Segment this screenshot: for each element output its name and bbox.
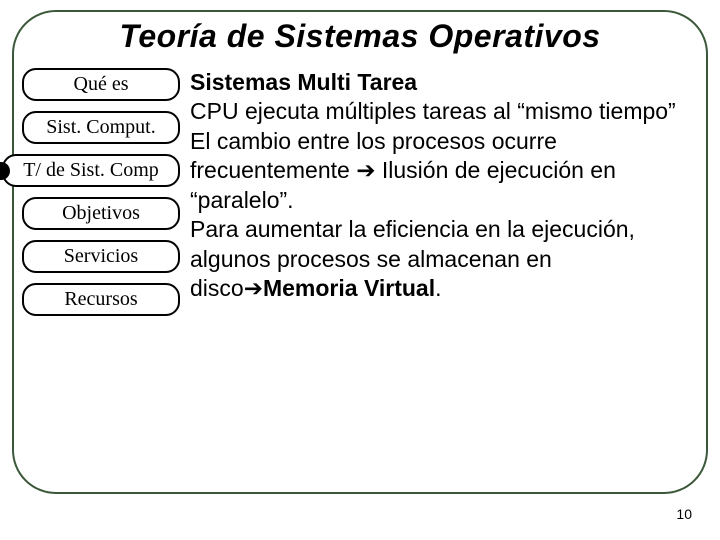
nav-item-que-es[interactable]: Qué es — [22, 68, 180, 101]
content-body: Sistemas Multi Tarea CPU ejecuta múltipl… — [190, 68, 700, 304]
arrow-icon: ➔ — [356, 157, 375, 183]
slide-title: Teoría de Sistemas Operativos — [0, 18, 720, 55]
nav-label: Servicios — [64, 245, 138, 267]
nav-item-sist-comput[interactable]: Sist. Comput. — [22, 111, 180, 144]
content-paragraph-3: Para aumentar la eficiencia en la ejecuc… — [190, 215, 700, 303]
nav-label: Qué es — [74, 73, 129, 95]
content-heading: Sistemas Multi Tarea — [190, 68, 700, 97]
content-text: . — [435, 275, 441, 301]
nav-item-objetivos[interactable]: Objetivos — [22, 197, 180, 230]
bullet-icon — [0, 162, 10, 180]
arrow-icon: ➔ — [244, 275, 263, 301]
nav-label: Objetivos — [62, 202, 140, 224]
nav-label: Recursos — [64, 288, 137, 310]
content-paragraph-1: CPU ejecuta múltiples tareas al “mismo t… — [190, 97, 700, 126]
nav-label: Sist. Comput. — [46, 116, 155, 138]
content-paragraph-2: El cambio entre los procesos ocurre frec… — [190, 127, 700, 215]
nav-item-recursos[interactable]: Recursos — [22, 283, 180, 316]
page-number: 10 — [676, 506, 692, 522]
nav-sidebar: Qué es Sist. Comput. T/ de Sist. Comp Ob… — [22, 68, 180, 316]
nav-label: T/ de Sist. Comp — [23, 159, 159, 181]
nav-item-t-de-sist-comp[interactable]: T/ de Sist. Comp — [2, 154, 180, 187]
nav-item-servicios[interactable]: Servicios — [22, 240, 180, 273]
content-text-bold: Memoria Virtual — [263, 275, 435, 301]
content-text: CPU ejecuta múltiples tareas al “mismo t… — [190, 98, 676, 124]
